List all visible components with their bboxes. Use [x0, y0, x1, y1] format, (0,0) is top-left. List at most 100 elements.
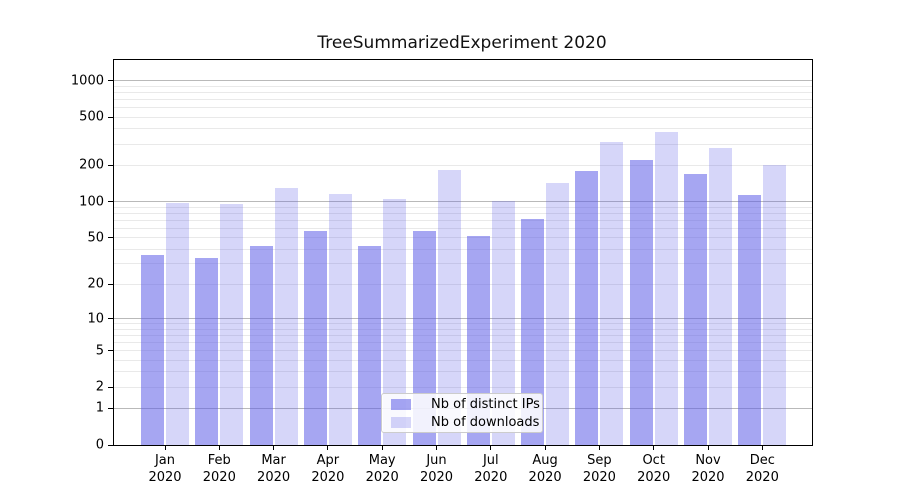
bar-downloads — [600, 141, 624, 445]
y-axis-tick-label: 200 — [79, 157, 104, 173]
minor-gridline — [114, 85, 812, 87]
minor-gridline — [114, 350, 812, 352]
x-axis-tick-label: Jul 2020 — [474, 453, 508, 485]
legend-swatch-ips-icon — [391, 398, 411, 410]
minor-gridline — [114, 328, 812, 330]
major-gridline — [114, 201, 812, 203]
bar-distinct-ips — [195, 257, 219, 445]
bar-distinct-ips — [684, 173, 707, 445]
x-axis-tick — [436, 445, 437, 450]
major-gridline — [114, 80, 812, 82]
x-axis-tick-label: Mar 2020 — [257, 453, 291, 485]
minor-gridline — [114, 248, 812, 250]
x-axis-tick — [761, 445, 763, 450]
bar-downloads — [274, 187, 298, 445]
x-axis-tick — [707, 445, 709, 450]
x-axis-tick-label: Dec 2020 — [745, 453, 779, 485]
x-axis-tick-label: Nov 2020 — [691, 453, 725, 485]
chart-title: TreeSummarizedExperiment 2020 — [317, 33, 607, 53]
y-axis-tick — [108, 237, 114, 239]
x-axis-tick-label: Feb 2020 — [202, 453, 236, 485]
minor-gridline — [114, 237, 812, 239]
y-axis-tick-label: 1 — [95, 400, 104, 416]
plot-area: Nb of distinct IPs Nb of downloads Jan 2… — [71, 59, 813, 485]
x-axis-tick — [164, 445, 166, 450]
bar-distinct-ips — [249, 245, 273, 445]
y-axis-tick — [108, 386, 114, 388]
legend-row-ips: Nb of distinct IPs — [388, 397, 540, 412]
legend-label-downloads: Nb of downloads — [431, 414, 540, 430]
y-axis-tick — [108, 407, 114, 409]
y-axis-tick-label: 100 — [79, 194, 104, 210]
legend-label-ips: Nb of distinct IPs — [431, 396, 540, 412]
bar-distinct-ips — [575, 170, 599, 445]
x-axis-tick-label: May 2020 — [365, 453, 399, 485]
minor-gridline — [114, 143, 812, 145]
y-axis-tick-label: 500 — [79, 109, 104, 125]
bar-distinct-ips — [412, 230, 436, 445]
legend-swatch-downloads-icon — [391, 416, 411, 428]
bar-downloads — [654, 131, 678, 445]
y-axis-tick-label: 20 — [87, 276, 104, 292]
minor-gridline — [114, 227, 812, 229]
minor-gridline — [114, 164, 812, 166]
x-axis-tick — [653, 445, 655, 450]
bar-downloads — [220, 204, 244, 445]
bar-distinct-ips — [629, 160, 653, 445]
y-axis-tick-label: 1000 — [70, 73, 104, 89]
bar-downloads — [709, 147, 732, 445]
y-axis-tick — [108, 164, 114, 166]
minor-gridline — [114, 212, 812, 214]
x-axis-tick — [598, 445, 600, 450]
y-axis-tick-label: 0 — [95, 437, 104, 453]
x-axis-tick-label: Oct 2020 — [637, 453, 671, 485]
minor-gridline — [114, 128, 812, 130]
minor-gridline — [114, 263, 812, 265]
bar-downloads — [491, 200, 515, 445]
bar-downloads — [328, 194, 352, 445]
bar-distinct-ips — [738, 194, 762, 445]
y-axis-tick-label: 10 — [87, 311, 104, 327]
x-axis-tick — [273, 445, 275, 450]
minor-gridline — [114, 91, 812, 93]
x-axis-tick — [381, 445, 383, 450]
minor-gridline — [114, 371, 812, 373]
minor-gridline — [114, 323, 812, 325]
y-axis-tick — [108, 350, 114, 352]
x-axis-tick — [218, 445, 220, 450]
minor-gridline — [114, 341, 812, 343]
x-axis-tick-label: Apr 2020 — [311, 453, 345, 485]
bar-distinct-ips — [141, 254, 164, 445]
bar-downloads — [166, 203, 189, 445]
bar-downloads — [546, 182, 570, 445]
bar-downloads — [763, 165, 787, 445]
x-axis-tick-label: Aug 2020 — [528, 453, 562, 485]
bar-downloads — [383, 198, 407, 445]
y-axis-tick — [108, 80, 114, 82]
y-axis-tick — [108, 283, 114, 285]
bar-distinct-ips — [358, 245, 382, 445]
minor-gridline — [114, 334, 812, 336]
x-axis-tick-label: Jun 2020 — [419, 453, 454, 485]
bar-distinct-ips — [466, 235, 490, 445]
x-axis-tick — [490, 445, 492, 450]
x-axis-tick — [327, 445, 329, 450]
y-axis-tick — [108, 116, 114, 118]
x-axis-tick-label: Sep 2020 — [582, 453, 616, 485]
y-axis-tick-label: 2 — [95, 379, 104, 395]
major-gridline — [114, 318, 812, 320]
y-axis-tick — [108, 201, 114, 203]
y-axis-tick-label: 5 — [95, 343, 104, 359]
x-axis-tick — [544, 445, 546, 450]
minor-gridline — [114, 283, 812, 285]
x-axis-tick-label: Jan 2020 — [148, 453, 182, 485]
y-axis-tick-label: 50 — [87, 230, 104, 246]
minor-gridline — [114, 116, 812, 118]
minor-gridline — [114, 107, 812, 109]
y-axis-tick — [108, 444, 114, 446]
legend-row-downloads: Nb of downloads — [388, 414, 540, 430]
bar-distinct-ips — [303, 230, 327, 445]
minor-gridline — [114, 219, 812, 221]
bar-distinct-ips — [521, 218, 545, 445]
